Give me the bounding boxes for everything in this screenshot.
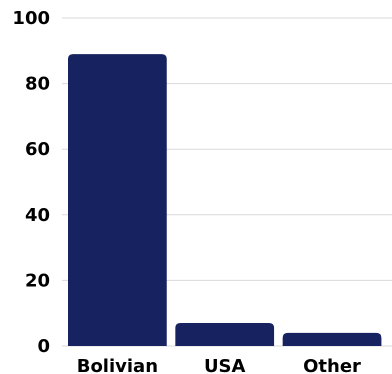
y-tick-label: 80 (25, 74, 50, 95)
y-tick-label: 60 (25, 139, 50, 160)
x-category-label: USA (204, 356, 246, 374)
bar-usa (175, 323, 275, 346)
bar-other (282, 332, 382, 346)
y-tick-label: 0 (37, 336, 50, 357)
y-tick-label: 100 (12, 8, 50, 29)
x-axis-category-labels: Bolivian USA Other (77, 356, 361, 374)
y-tick-label: 40 (25, 205, 50, 226)
bars (68, 54, 382, 346)
bar-bolivian (68, 54, 167, 346)
x-category-label: Bolivian (77, 356, 158, 374)
y-tick-label: 20 (25, 270, 50, 291)
y-axis-tick-labels: 0 20 40 60 80 100 (12, 8, 50, 357)
x-category-label: Other (303, 356, 361, 374)
